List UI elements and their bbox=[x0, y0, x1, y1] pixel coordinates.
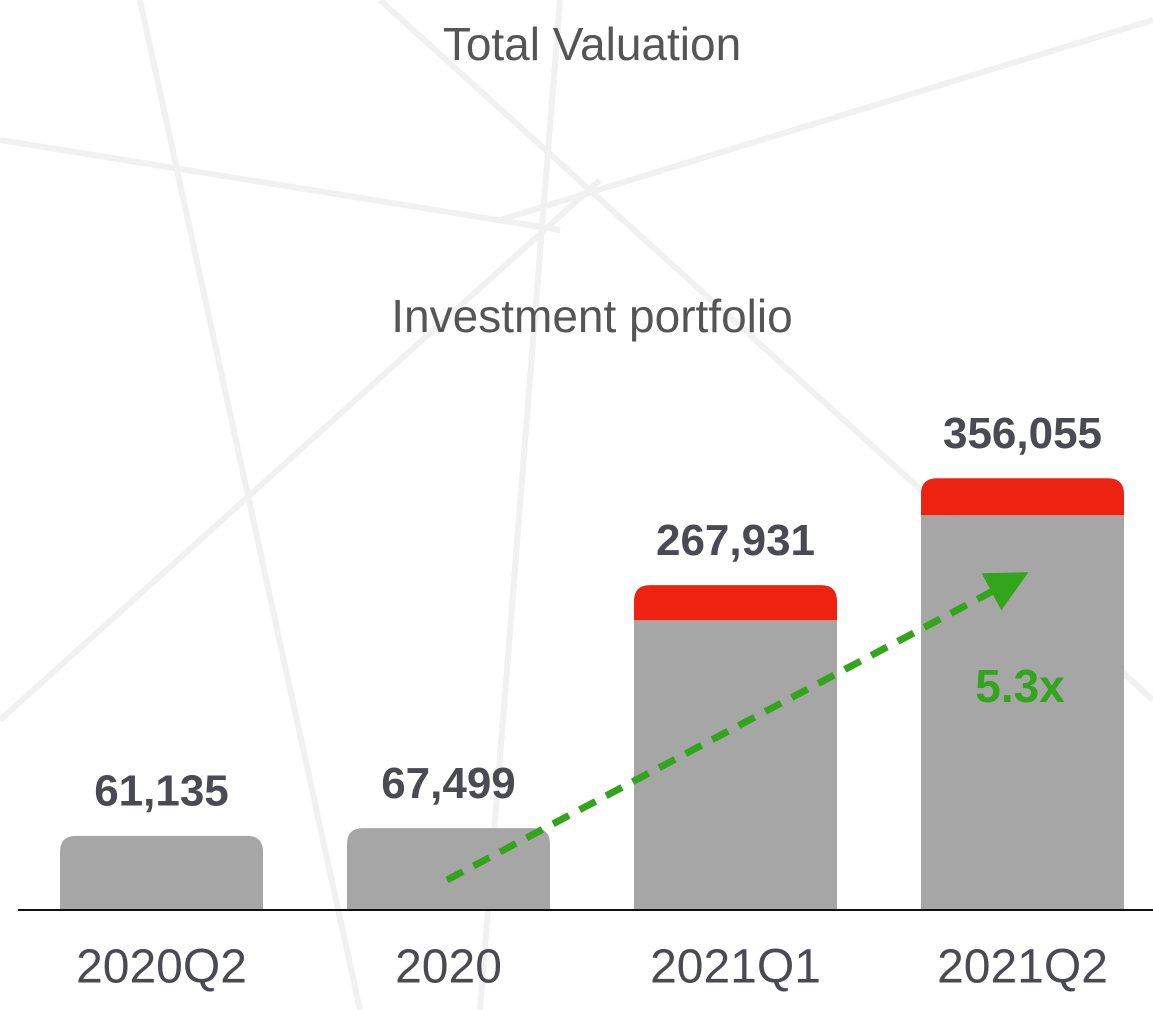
x-tick-label: 2020 bbox=[395, 941, 502, 994]
growth-arrow bbox=[445, 572, 1029, 884]
total-label: 356,055 bbox=[943, 409, 1102, 458]
bar-segment bbox=[60, 835, 263, 910]
annotation: 5.3x bbox=[975, 660, 1065, 712]
bars bbox=[60, 478, 1124, 910]
chart-title: Total Valuation bbox=[443, 18, 741, 70]
chart-subtitle: Investment portfolio bbox=[391, 290, 792, 342]
total-label: 267,931 bbox=[656, 516, 815, 565]
bg-line bbox=[0, 177, 603, 723]
bar-segment bbox=[921, 478, 1124, 516]
x-tick-label: 2021Q1 bbox=[650, 941, 821, 994]
total-label: 61,135 bbox=[94, 766, 229, 815]
bg-line bbox=[499, 17, 1153, 223]
bar-segment bbox=[634, 620, 837, 910]
bar-segment bbox=[634, 585, 837, 621]
bg-line bbox=[0, 137, 561, 233]
x-tick-label: 2020Q2 bbox=[76, 941, 247, 994]
bar-segment bbox=[347, 828, 550, 910]
x-tick-label: 2021Q2 bbox=[937, 941, 1108, 994]
bar-segment bbox=[921, 515, 1124, 910]
total-label: 67,499 bbox=[381, 759, 516, 808]
